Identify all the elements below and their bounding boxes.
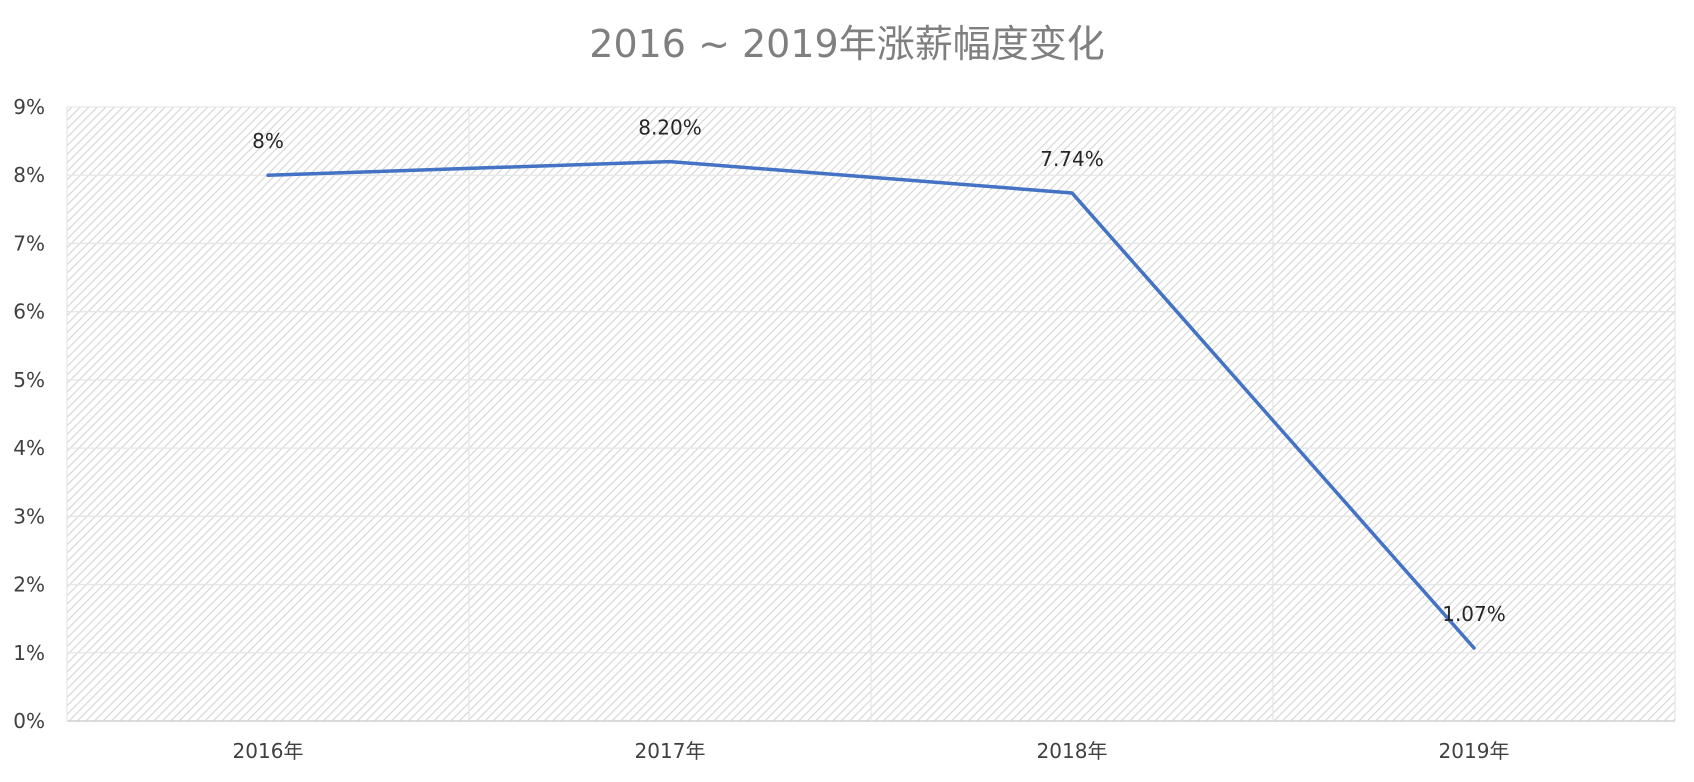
x-tick-label: 2016年: [233, 739, 304, 763]
data-label: 8.20%: [638, 116, 702, 140]
y-tick-label: 4%: [13, 436, 45, 460]
data-label: 8%: [252, 129, 284, 153]
y-tick-label: 0%: [13, 709, 45, 733]
x-tick-label: 2018年: [1037, 739, 1108, 763]
x-axis: 2016年 2017年 2018年 2019年: [233, 739, 1510, 763]
y-tick-label: 6%: [13, 300, 45, 324]
y-tick-label: 2%: [13, 573, 45, 597]
y-axis: 0% 1% 2% 3% 4% 5% 6% 7% 8% 9%: [13, 95, 45, 733]
series-layer: [266, 159, 1476, 650]
data-labels: 8% 8.20% 7.74% 1.07%: [252, 116, 1506, 626]
x-tick-label: 2019年: [1439, 739, 1510, 763]
y-tick-label: 5%: [13, 368, 45, 392]
data-label: 7.74%: [1040, 147, 1104, 171]
y-tick-label: 7%: [13, 231, 45, 255]
data-label: 1.07%: [1442, 602, 1506, 626]
y-tick-label: 3%: [13, 504, 45, 528]
y-tick-label: 8%: [13, 163, 45, 187]
chart-title: 2016 ~ 2019年涨薪幅度变化: [589, 22, 1104, 66]
gridlines: [66, 106, 1676, 722]
x-tick-label: 2017年: [635, 739, 706, 763]
y-tick-label: 1%: [13, 641, 45, 665]
series-line: [266, 159, 1476, 650]
y-tick-label: 9%: [13, 95, 45, 119]
